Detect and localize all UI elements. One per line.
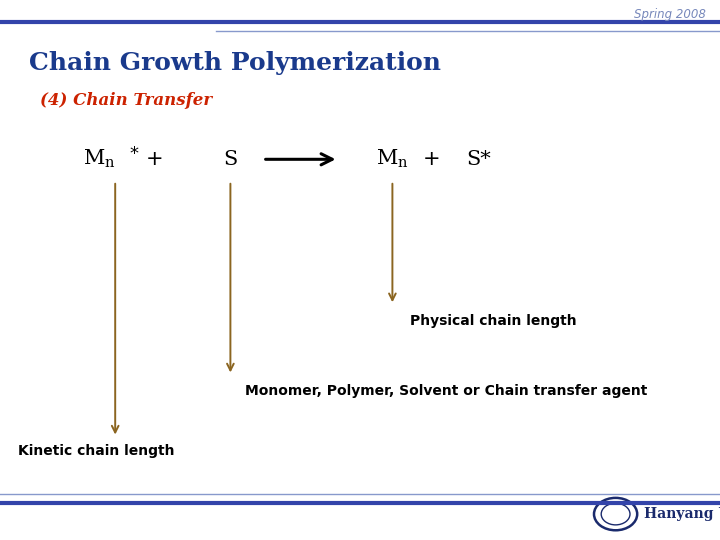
- Text: (4) Chain Transfer: (4) Chain Transfer: [40, 92, 212, 109]
- Text: Kinetic chain length: Kinetic chain length: [18, 444, 174, 458]
- Text: +: +: [423, 149, 441, 170]
- Text: $\mathregular{M_n}$: $\mathregular{M_n}$: [83, 148, 115, 171]
- Text: Monomer, Polymer, Solvent or Chain transfer agent: Monomer, Polymer, Solvent or Chain trans…: [245, 384, 647, 399]
- Text: +: +: [146, 149, 163, 170]
- Text: Hanyang Univ: Hanyang Univ: [644, 507, 720, 521]
- Text: S*: S*: [467, 150, 491, 169]
- Text: *: *: [130, 145, 138, 163]
- Text: Chain Growth Polymerization: Chain Growth Polymerization: [29, 51, 441, 75]
- Text: Spring 2008: Spring 2008: [634, 8, 706, 21]
- Text: Physical chain length: Physical chain length: [410, 314, 577, 328]
- Text: S: S: [223, 150, 238, 169]
- Text: $\mathregular{M_n}$: $\mathregular{M_n}$: [376, 148, 409, 171]
